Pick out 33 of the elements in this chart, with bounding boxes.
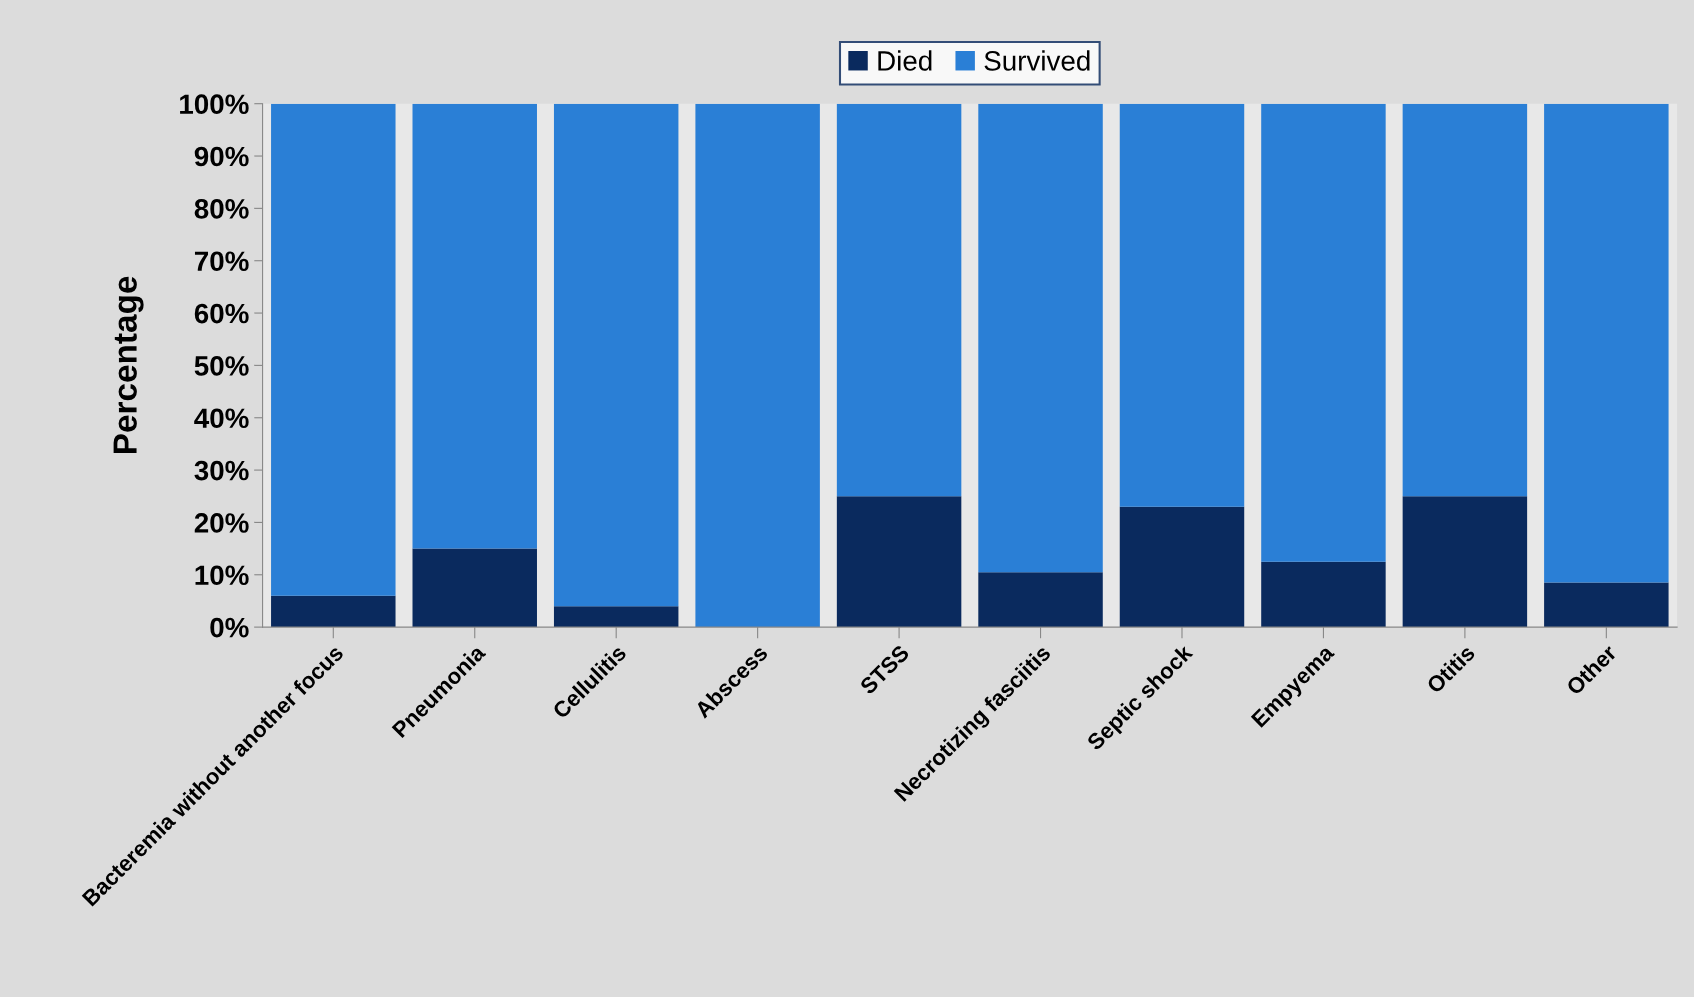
bar [1402, 496, 1528, 628]
bar [1544, 582, 1669, 628]
y-tick-label: 20% [194, 513, 249, 533]
y-tick-label: 70% [194, 251, 249, 272]
bar [271, 595, 396, 628]
bar [553, 103, 679, 607]
bar [1119, 103, 1245, 507]
bar [978, 103, 1103, 573]
bar [1544, 103, 1669, 583]
bar [695, 103, 820, 628]
y-tick-label: 30% [194, 460, 249, 481]
y-tick-label: 100% [180, 94, 249, 115]
bar [412, 103, 537, 549]
bar [1261, 561, 1386, 628]
y-tick-label: 10% [195, 565, 249, 586]
legend-label: Survived [984, 50, 1090, 71]
bar [836, 496, 962, 628]
legend-label: Died [878, 50, 932, 71]
bar [1261, 103, 1386, 562]
y-tick-label: 80% [194, 199, 249, 219]
y-tick-label: 90% [194, 146, 249, 167]
bar [553, 606, 679, 628]
bar [412, 548, 537, 628]
bar [1119, 506, 1245, 628]
y-tick-label: 40% [194, 408, 249, 429]
bar [271, 103, 396, 596]
bar [978, 572, 1103, 628]
bar [1402, 103, 1528, 497]
y-tick-label: 0% [210, 617, 249, 638]
y-tick-label: 50% [194, 356, 249, 376]
y-axis-title: Percentage [113, 276, 144, 454]
bar [836, 103, 962, 497]
y-tick-label: 60% [194, 303, 249, 324]
